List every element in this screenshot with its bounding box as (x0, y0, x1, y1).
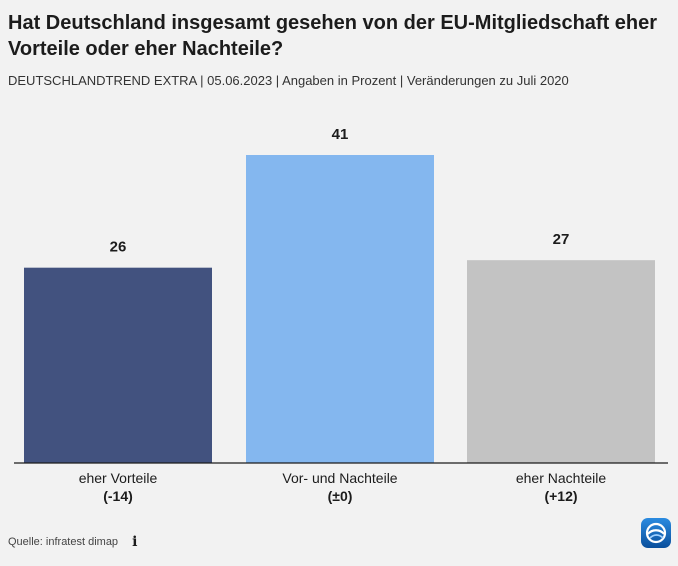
bar-value-label-2: 41 (332, 126, 349, 143)
bar-3 (467, 260, 655, 463)
change-label-3: (+12) (544, 488, 577, 504)
bar-chart: 26 eher Vorteile (-14) 41 Vor- und Nachteile… (14, 126, 668, 504)
chart-title: Hat Deutschland insgesamt gesehen von de… (8, 12, 658, 60)
category-label-2: Vor- und Nachteile (282, 470, 397, 486)
tagesschau-logo-icon (641, 518, 671, 548)
chart-subtitle: DEUTSCHLANDTREND EXTRA | 05.06.2023 | An… (8, 73, 569, 88)
category-label-1: eher Vorteile (79, 470, 158, 486)
source-label: Quelle: infratest dimap (8, 536, 119, 548)
footer: Quelle: infratest dimap i (8, 534, 137, 550)
bar-1 (24, 267, 212, 463)
info-icon[interactable]: i (132, 534, 138, 550)
bar-value-label-3: 27 (553, 231, 570, 248)
change-label-1: (-14) (103, 488, 133, 504)
bar-value-label-1: 26 (110, 239, 127, 256)
category-label-3: eher Nachteile (516, 470, 606, 486)
change-label-2: (±0) (328, 488, 353, 504)
bar-2 (246, 155, 434, 463)
